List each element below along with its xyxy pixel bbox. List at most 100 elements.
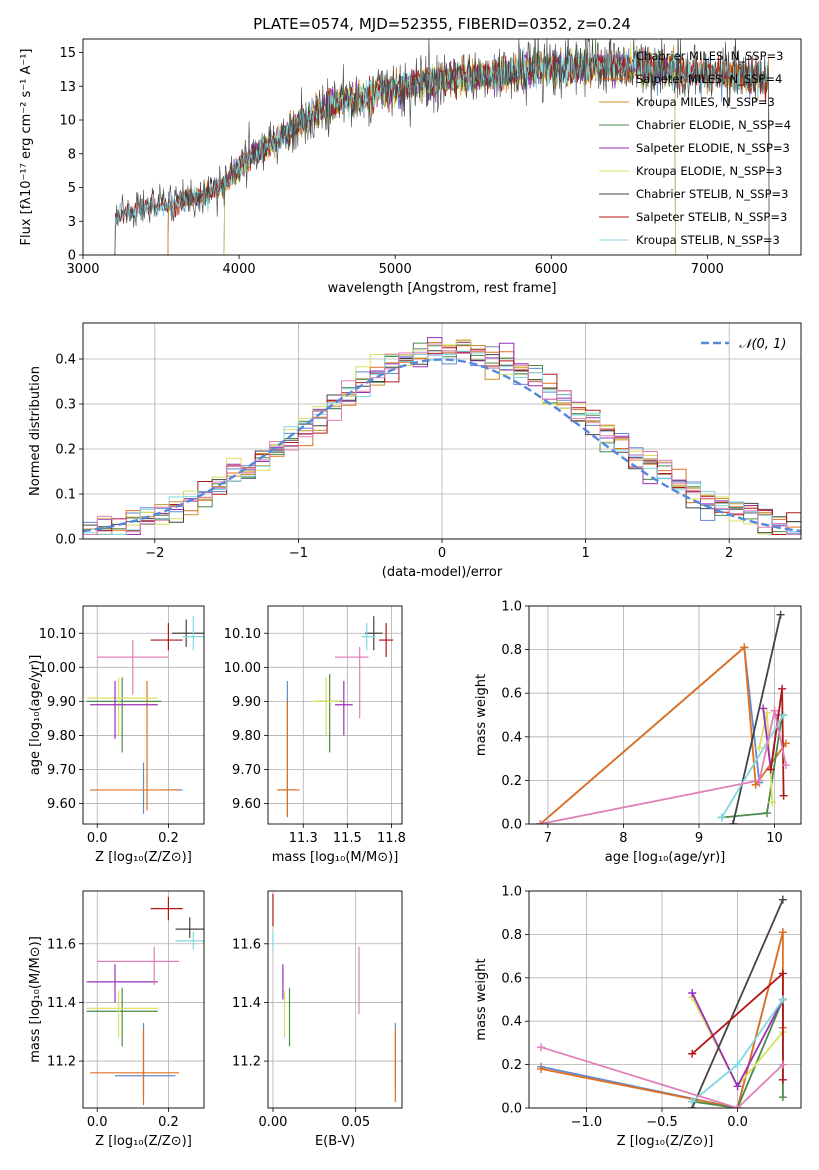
residual-histograms bbox=[83, 337, 801, 535]
y-tick-label: 0.0 bbox=[501, 818, 522, 833]
spectrum-lines bbox=[114, 39, 770, 255]
x-tick-label: −1.0 bbox=[571, 1115, 603, 1130]
y-tick-label: 9.60 bbox=[47, 797, 76, 812]
errorbar-point bbox=[97, 640, 169, 695]
x-tick-label: 4000 bbox=[223, 262, 256, 277]
weight-series bbox=[536, 643, 764, 824]
normal-curve bbox=[83, 358, 801, 533]
y-tick-label: 11.2 bbox=[232, 1055, 261, 1070]
errorbar-point bbox=[175, 932, 204, 950]
y-tick-label: 11.6 bbox=[232, 937, 261, 952]
weight-lines-mass_weight_vs_age bbox=[536, 610, 790, 824]
weight-marker bbox=[537, 1064, 546, 1073]
y-tick-label: 9.70 bbox=[47, 763, 76, 778]
y-tick-label: 11.2 bbox=[47, 1055, 76, 1070]
y-tick-label: 15 bbox=[59, 46, 76, 61]
errorbar-point bbox=[90, 1028, 180, 1106]
x-tick-label: 9 bbox=[695, 831, 703, 846]
x-axis-label: age [log₁₀(age/yr)] bbox=[605, 850, 726, 865]
weight-marker bbox=[766, 765, 775, 774]
spectrum-legend: Chabrier MILES, N_SSP=3 Salpeter MILES, N… bbox=[599, 49, 791, 247]
weight-series bbox=[688, 988, 787, 1091]
legend-label: Kroupa STELIB, N_SSP=3 bbox=[636, 233, 780, 247]
x-tick-label: −2 bbox=[145, 546, 164, 561]
errorbar-point bbox=[171, 619, 204, 647]
y-tick-label: 10.00 bbox=[224, 661, 261, 676]
legend-label: Chabrier STELIB, N_SSP=3 bbox=[636, 187, 788, 201]
weight-line bbox=[539, 645, 761, 824]
weight-line bbox=[540, 1046, 784, 1108]
y-tick-label: 5 bbox=[68, 181, 76, 196]
y-tick-label: 0 bbox=[68, 249, 76, 264]
y-tick-label: 11.6 bbox=[47, 937, 76, 952]
weight-series bbox=[536, 706, 790, 824]
legend-label: 𝒩(0, 1) bbox=[739, 337, 786, 352]
weight-marker bbox=[778, 995, 787, 1004]
x-axis-label: (data-model)/error bbox=[382, 565, 503, 580]
axes-frame-spectrum bbox=[82, 38, 802, 256]
residual-histogram bbox=[83, 343, 801, 535]
weight-line bbox=[720, 714, 785, 818]
x-tick-label: 11.8 bbox=[377, 831, 406, 846]
errorbars-age_vs_Z bbox=[86, 616, 204, 814]
y-tick-label: 0.6 bbox=[501, 971, 522, 986]
y-tick-label: 8 bbox=[68, 147, 76, 162]
errorbar-point bbox=[115, 1022, 176, 1097]
weight-marker bbox=[770, 706, 779, 715]
x-tick-label: 0.0 bbox=[87, 1115, 108, 1130]
x-axis-label: Z [log₁₀(Z/Z⊙)] bbox=[95, 1134, 192, 1149]
weight-lines-mass_weight_vs_Z bbox=[537, 895, 787, 1108]
x-tick-label: 5000 bbox=[379, 262, 412, 277]
axes-frame-age_vs_mass bbox=[267, 605, 403, 825]
errorbar-point bbox=[335, 680, 353, 736]
x-tick-label: 6000 bbox=[535, 262, 568, 277]
errorbar-point bbox=[315, 674, 343, 753]
y-tick-label: 0.2 bbox=[55, 443, 76, 458]
weight-marker bbox=[536, 820, 545, 824]
weight-marker bbox=[733, 1104, 742, 1108]
weight-marker bbox=[779, 711, 788, 719]
x-tick-label: 0.0 bbox=[727, 1115, 748, 1130]
y-tick-label: 0.3 bbox=[55, 398, 76, 413]
y-axis-label: Normed distribution bbox=[28, 366, 43, 496]
x-tick-label: 8 bbox=[619, 831, 627, 846]
weight-line bbox=[691, 899, 784, 1108]
x-axis-label: Z [log₁₀(Z/Z⊙)] bbox=[617, 1134, 714, 1149]
y-tick-label: 9.70 bbox=[232, 763, 261, 778]
weight-marker bbox=[768, 798, 777, 807]
x-tick-label: 1 bbox=[581, 546, 589, 561]
axes-frame-mass_weight_vs_age bbox=[528, 605, 802, 825]
axes-frame-age_vs_Z bbox=[82, 605, 205, 825]
legend-label: Kroupa ELODIE, N_SSP=3 bbox=[636, 164, 782, 178]
y-tick-label: 0.2 bbox=[501, 1058, 522, 1073]
legend-label: Salpeter MILES, N_SSP=4 bbox=[636, 72, 782, 86]
x-tick-label: 0.05 bbox=[341, 1115, 370, 1130]
errorbar-point bbox=[150, 623, 183, 651]
weight-marker bbox=[740, 643, 749, 652]
weight-marker bbox=[778, 1093, 787, 1102]
y-tick-label: 11.4 bbox=[47, 996, 76, 1011]
y-tick-label: 0.4 bbox=[501, 730, 522, 745]
errorbar-point bbox=[86, 987, 158, 1047]
x-axis-label: mass [log₁₀(M/M⊙)] bbox=[272, 850, 399, 865]
legend-label: Chabrier ELODIE, N_SSP=4 bbox=[636, 118, 791, 132]
x-tick-label: 0 bbox=[438, 546, 446, 561]
y-axis-label: Flux [fλ10⁻¹⁷ erg cm⁻² s⁻¹ A⁻¹] bbox=[19, 49, 34, 246]
y-tick-label: 10.10 bbox=[224, 627, 261, 642]
x-axis-label: Z [log₁₀(Z/Z⊙)] bbox=[95, 850, 192, 865]
weight-marker bbox=[688, 988, 697, 997]
x-tick-label: 11.3 bbox=[289, 831, 318, 846]
errorbar-point bbox=[97, 946, 180, 985]
y-tick-label: 10.10 bbox=[39, 627, 76, 642]
x-tick-label: 3000 bbox=[66, 262, 99, 277]
x-tick-label: 0.2 bbox=[158, 1115, 179, 1130]
panel-age_vs_Z: 0.0 0.2 9.60 9.70 9.80 9.90 10.00 10.10 Z [log₁₀… bbox=[28, 606, 204, 865]
weight-series bbox=[688, 995, 787, 1106]
x-tick-label: 2 bbox=[725, 546, 733, 561]
y-tick-label: 0.0 bbox=[55, 533, 76, 548]
x-tick-label: 7000 bbox=[691, 262, 724, 277]
weight-marker bbox=[778, 969, 787, 978]
errorbars-mass_vs_ebv bbox=[272, 893, 396, 1103]
weight-marker bbox=[778, 895, 787, 904]
weight-marker bbox=[755, 776, 764, 785]
